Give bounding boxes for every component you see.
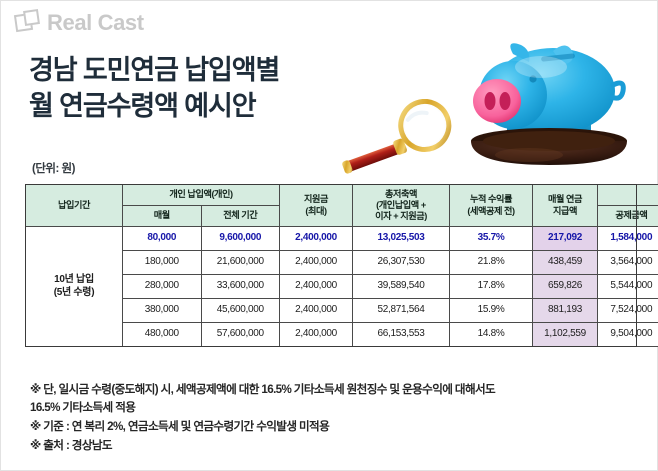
- cell-total-savings: 52,871,564: [352, 298, 450, 323]
- table-body: 10년 납입 (5년 수령) 80,000 9,600,000 2,400,000 13…: [25, 226, 658, 347]
- footnote-item: ※ 기준 : 연 복리 2%, 연금소득세 및 연금수령기간 수익발생 미적용: [30, 419, 330, 433]
- cell-personal-monthly: 180,000: [122, 250, 202, 275]
- cell-support: 2,400,000: [279, 250, 353, 275]
- cell-personal-total: 57,600,000: [200, 322, 280, 347]
- table-header: 납입기간 개인 납입액(개인) 지원금 (최대) 총저축액 (개인납입액 + 이…: [25, 184, 658, 227]
- cell-personal-total: 45,600,000: [200, 298, 280, 323]
- cell-support: 2,400,000: [279, 322, 353, 347]
- cell-personal-monthly: 280,000: [122, 274, 202, 299]
- logo-text: Real Cast: [47, 10, 144, 35]
- piggy-bank-image: [471, 43, 627, 165]
- pension-table: 납입기간 개인 납입액(개인) 지원금 (최대) 총저축액 (개인납입액 + 이…: [25, 184, 658, 347]
- cell-tax-deduction: 7,524,000: [597, 298, 658, 323]
- table-row: 10년 납입 (5년 수령) 80,000 9,600,000 2,400,000 13…: [25, 226, 658, 347]
- table-row: 180,000 21,600,000 2,400,000 26,307,530 21.8…: [26, 250, 658, 275]
- cell-personal-total: 21,600,000: [200, 250, 280, 275]
- cell-cumulative-return: 17.8%: [449, 274, 533, 299]
- cell-total-savings: 13,025,503: [352, 226, 450, 251]
- header-tax-group: 세액공제 포함 시: [597, 184, 658, 206]
- cell-monthly-payout: 881,193: [532, 298, 598, 323]
- footnotes: ※ 단, 일시금 수령(중도해지) 시, 세액공제액에 대한 16.5% 기타소…: [30, 381, 640, 456]
- overlapping-squares-icon: [13, 9, 41, 36]
- header-total-savings: 총저축액 (개인납입액 + 이자 + 지원금): [352, 184, 450, 227]
- cell-total-savings: 26,307,530: [352, 250, 450, 275]
- header-monthly-payout: 매월 연금 지급액: [532, 184, 598, 227]
- footnote-item: ※ 출처 : 경상남도: [30, 438, 113, 452]
- cell-personal-monthly: 480,000: [122, 322, 202, 347]
- header-personal-monthly: 매월: [122, 205, 202, 227]
- table-header-row-2: 매월 전체 기간 공제금액 총 혜택액 수익률: [26, 205, 658, 227]
- header-cumulative-return: 누적 수익률 (세액공제 전): [449, 184, 533, 227]
- table-row: 380,000 45,600,000 2,400,000 52,871,564 15.9…: [26, 298, 658, 323]
- header-tax-deduction: 공제금액: [597, 205, 658, 227]
- table-header-row-1: 납입기간 개인 납입액(개인) 지원금 (최대) 총저축액 (개인납입액 + 이…: [25, 184, 658, 227]
- unit-label: (단위: 원): [32, 163, 75, 175]
- footnote-item: ※ 단, 일시금 수령(중도해지) 시, 세액공제액에 대한 16.5% 기타소…: [30, 383, 496, 414]
- cell-personal-monthly: 80,000: [122, 226, 202, 251]
- header-period: 납입기간: [25, 184, 123, 227]
- cell-personal-total: 9,600,000: [200, 226, 280, 251]
- logo-square-front: [23, 9, 40, 26]
- cell-cumulative-return: 35.7%: [449, 226, 533, 251]
- cell-cumulative-return: 15.9%: [449, 298, 533, 323]
- brand-logo: Real Cast: [13, 9, 144, 36]
- cell-monthly-payout: 438,459: [532, 250, 598, 275]
- table-row: 480,000 57,600,000 2,400,000 66,153,553 14.8…: [26, 322, 658, 347]
- cell-tax-deduction: 3,564,000: [597, 250, 658, 275]
- cell-tax-deduction: 9,504,000: [597, 322, 658, 347]
- cell-monthly-payout: 659,826: [532, 274, 598, 299]
- cell-total-savings: 39,589,540: [352, 274, 450, 299]
- header-support: 지원금 (최대): [279, 184, 353, 227]
- cell-monthly-payout: 217,092: [532, 226, 598, 251]
- header-personal-group: 개인 납입액(개인): [122, 184, 280, 206]
- cell-monthly-payout: 1,102,559: [532, 322, 598, 347]
- magnifying-glass-image: [342, 99, 452, 174]
- cell-support: 2,400,000: [279, 274, 353, 299]
- cell-personal-total: 33,600,000: [200, 274, 280, 299]
- cell-period-label: 10년 납입 (5년 수령): [25, 226, 123, 347]
- cell-total-savings: 66,153,553: [352, 322, 450, 347]
- cell-support: 2,400,000: [279, 226, 353, 251]
- cell-tax-deduction: 5,544,000: [597, 274, 658, 299]
- cell-tax-deduction: 1,584,000: [597, 226, 658, 251]
- header-personal-total: 전체 기간: [200, 205, 280, 227]
- cell-personal-monthly: 380,000: [122, 298, 202, 323]
- pension-table-wrapper: 납입기간 개인 납입액(개인) 지원금 (최대) 총저축액 (개인납입액 + 이…: [25, 184, 658, 347]
- cell-cumulative-return: 14.8%: [449, 322, 533, 347]
- cell-cumulative-return: 21.8%: [449, 250, 533, 275]
- page-title: 경남 도민연금 납입액별 월 연금수령액 예시안: [29, 55, 280, 121]
- cell-support: 2,400,000: [279, 298, 353, 323]
